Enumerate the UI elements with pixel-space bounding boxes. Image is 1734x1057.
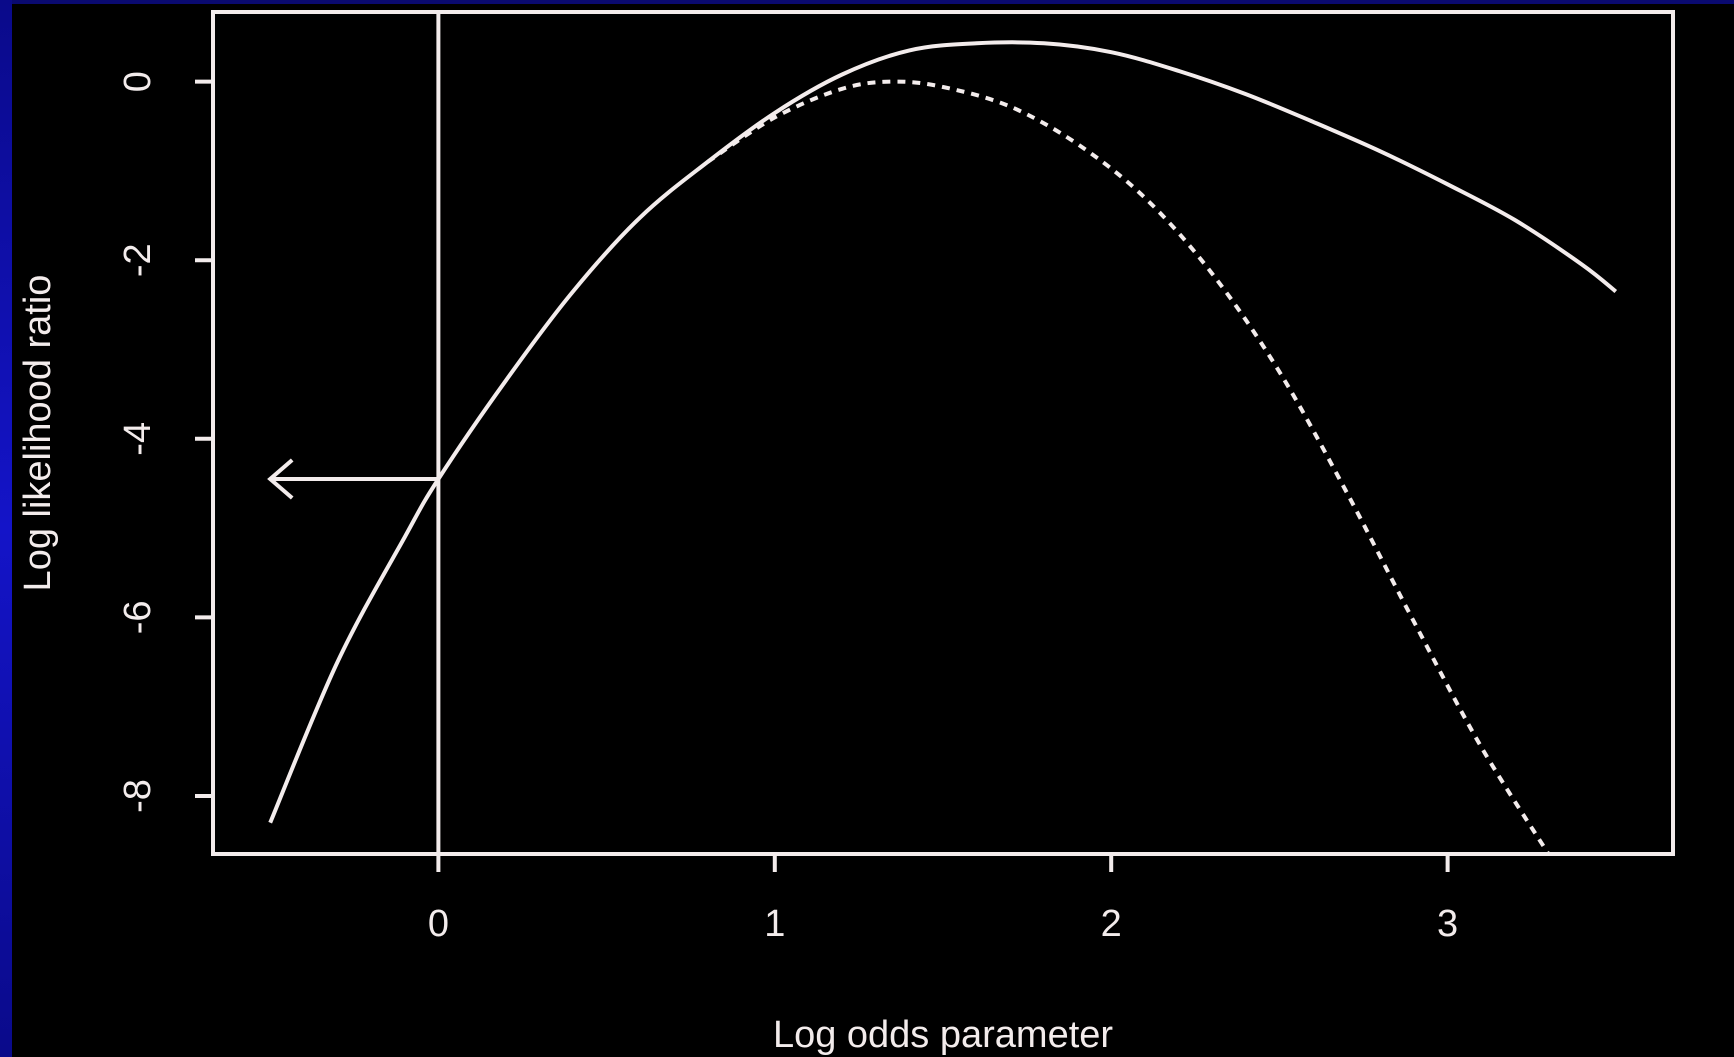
y-tick-label: -4 (117, 422, 159, 456)
x-tick-label: 0 (428, 903, 449, 945)
y-axis-label: Log likelihood ratio (17, 275, 59, 592)
left-border-stripe (0, 0, 12, 1057)
plot-frame (211, 10, 1675, 856)
y-tick-label: -8 (117, 779, 159, 813)
y-tick-label: -2 (117, 243, 159, 277)
arrow-head (267, 458, 294, 500)
y-tick-label: 0 (117, 71, 159, 92)
y-axis-ticks: 0 -2 -4 -6 -8 (117, 71, 213, 813)
top-border-stripe (0, 0, 1734, 4)
series-line-dashed (706, 79, 1551, 856)
x-tick-label: 3 (1437, 903, 1458, 945)
y-tick-label: -6 (117, 600, 159, 634)
series-line-solid (268, 40, 1618, 824)
x-axis-label: Log odds parameter (773, 1014, 1113, 1056)
arrow-annotation (267, 458, 439, 500)
x-tick-label: 1 (764, 903, 785, 945)
x-axis-ticks: 0 1 2 3 (428, 854, 1458, 945)
x-tick-label: 2 (1101, 903, 1122, 945)
